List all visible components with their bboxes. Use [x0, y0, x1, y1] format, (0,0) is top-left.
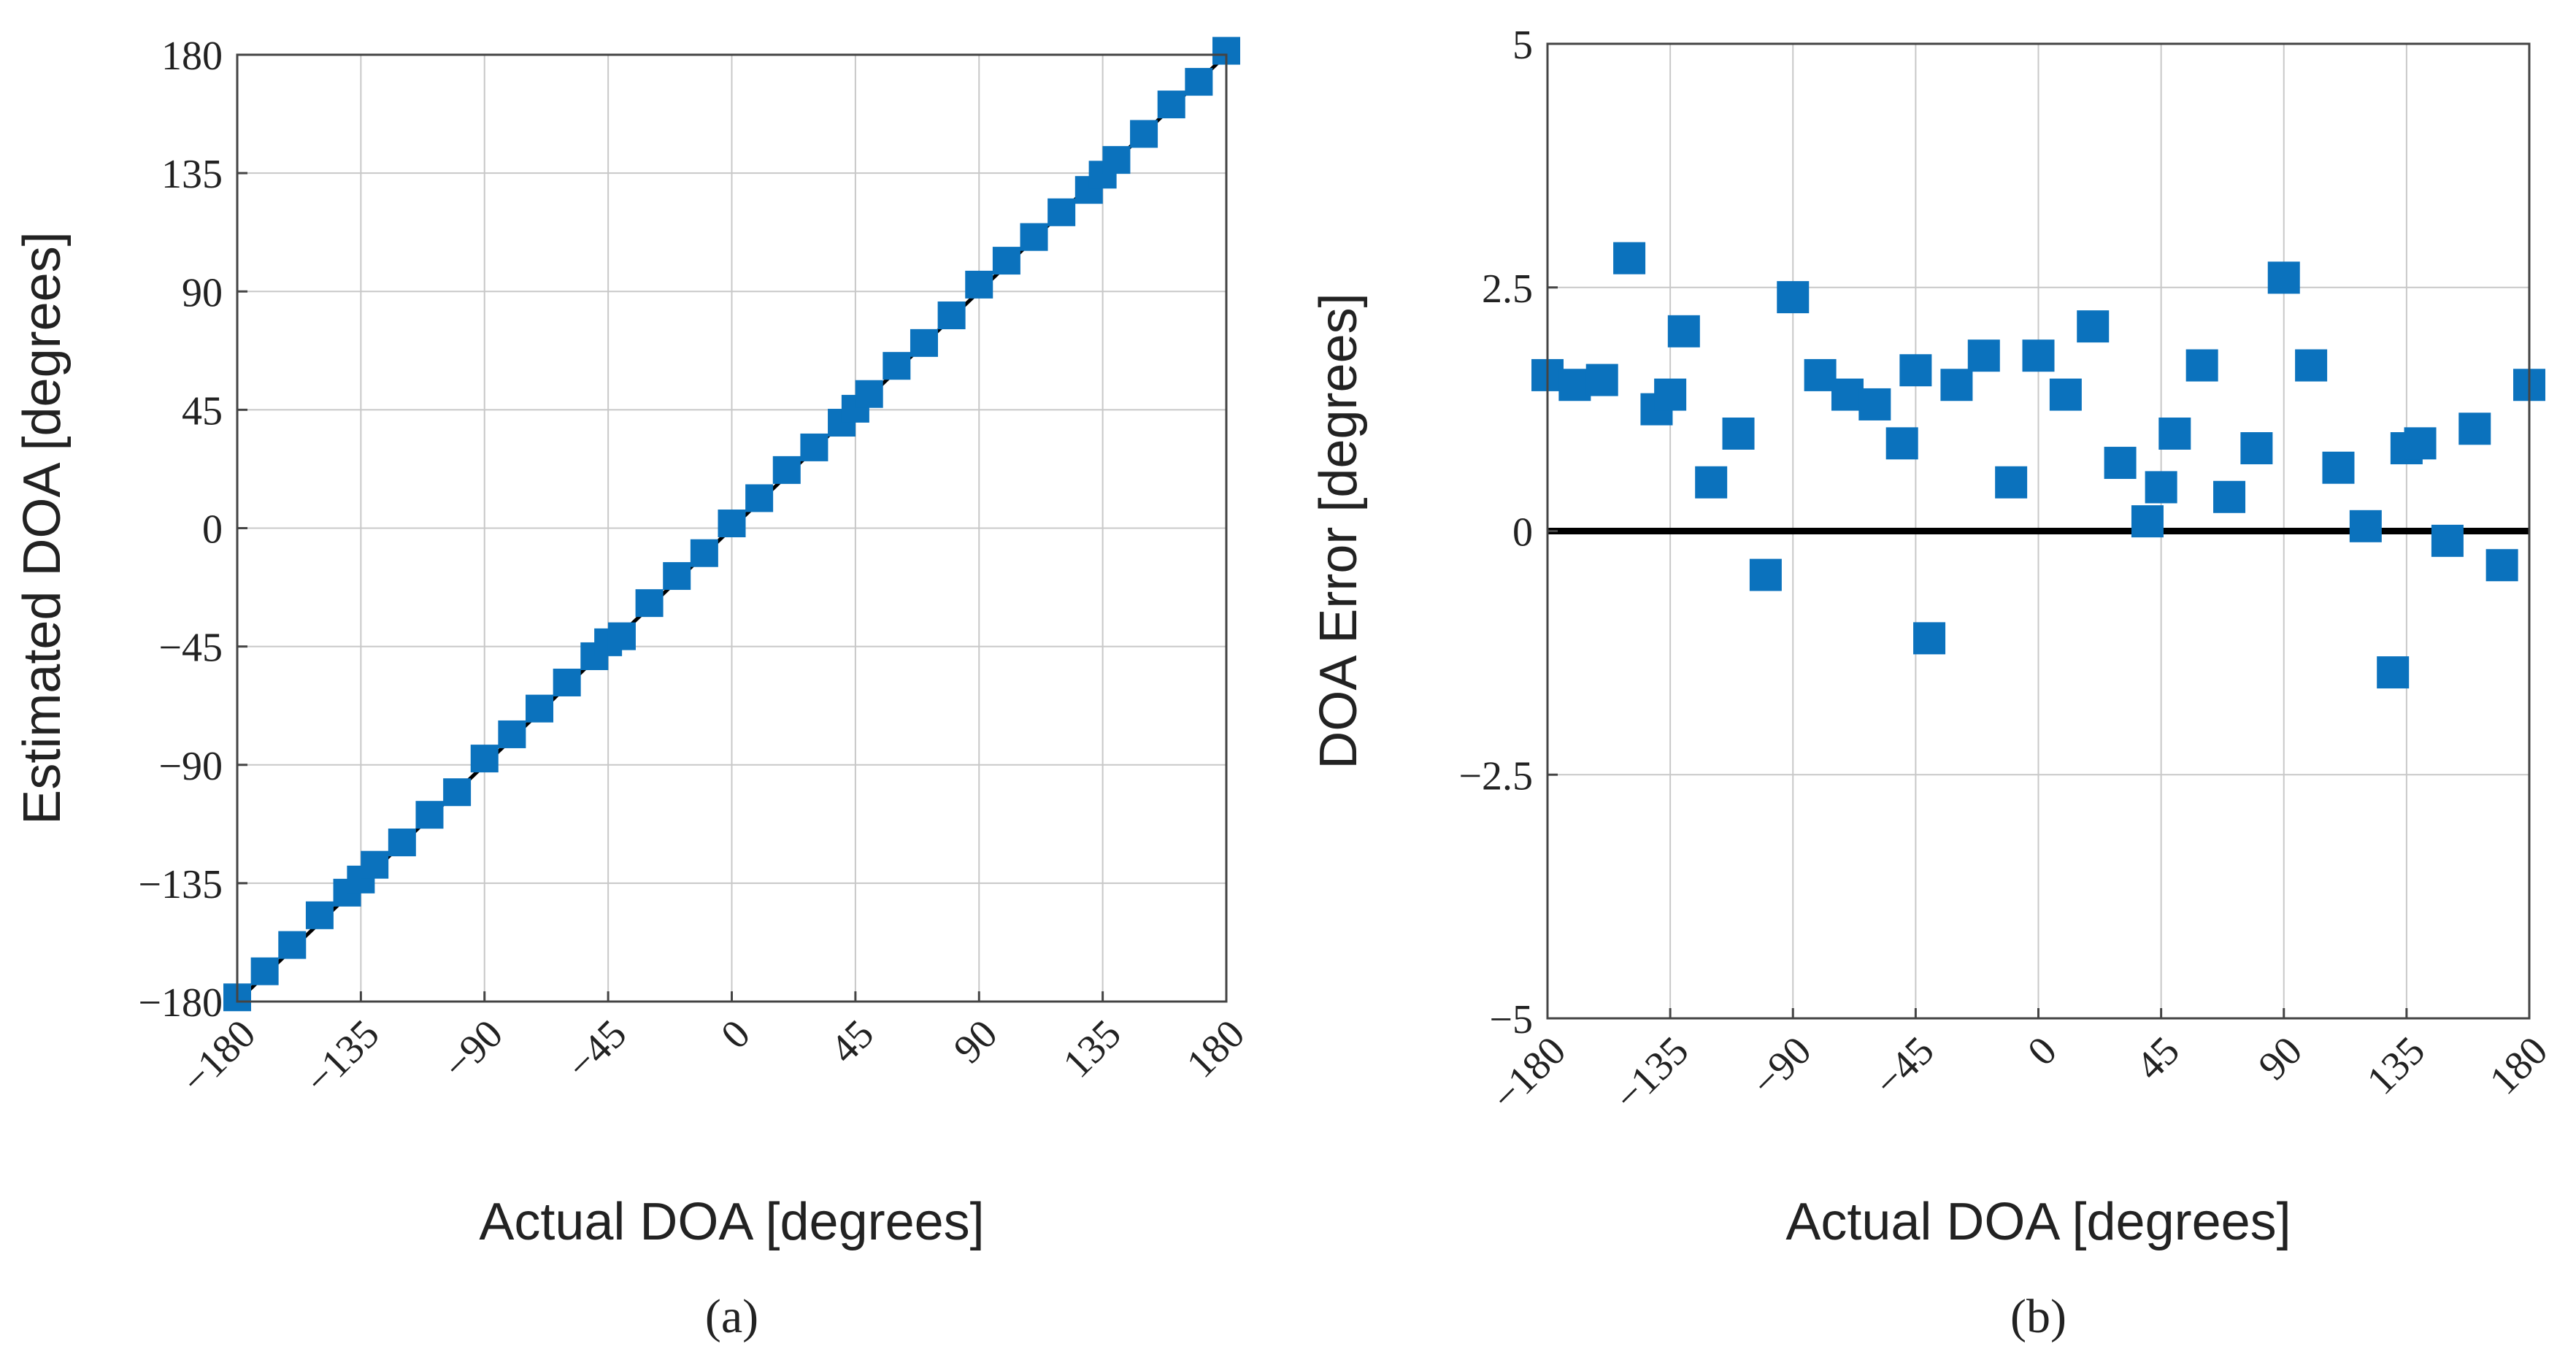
panel-a-data-point [772, 456, 801, 484]
panel-a-y-tick-label: 90 [182, 270, 223, 315]
panel-a-data-point [1130, 120, 1158, 148]
panel-a-data-point [526, 694, 554, 723]
panel-b-y-axis-label: DOA Error [degrees] [1310, 293, 1368, 769]
panel-a-x-axis-label: Actual DOA [degrees] [479, 1193, 984, 1251]
panel-b-x-axis-label: Actual DOA [degrees] [1785, 1193, 2291, 1251]
panel-b-data-point [1654, 378, 1687, 411]
panel-b-y-tick-label: 5 [1512, 23, 1533, 68]
panel-b-data-point [1613, 242, 1646, 274]
panel-b-data-point [1858, 388, 1891, 420]
panel-a-y-tick-label: 45 [182, 388, 223, 434]
panel-b-data-point [2077, 310, 2110, 343]
panel-b-data-point [1804, 358, 1837, 391]
panel-b-data-point [2213, 480, 2246, 513]
panel-a-data-point [415, 801, 444, 829]
panel-a-y-tick-label: −135 [138, 862, 223, 907]
panel-a-data-point [800, 433, 828, 461]
panel-b-data-point [1667, 315, 1700, 347]
panel-b-data-point [2295, 349, 2328, 382]
panel-b-data-point [1831, 378, 1864, 411]
panel-a-y-tick-label: −45 [158, 626, 223, 671]
panel-b-data-point [2104, 447, 2137, 480]
panel-a-y-tick-label: −90 [158, 744, 223, 789]
panel-b-data-point [1913, 622, 1946, 655]
panel-a-data-point [388, 829, 416, 857]
panel-b-y-tick-label: −5 [1489, 997, 1533, 1042]
panel-b-data-point [2049, 378, 2082, 411]
panel-a-data-point [443, 778, 472, 807]
panel-a-data-point [855, 380, 883, 408]
panel-a-data-point [305, 901, 334, 929]
panel-b-data-point [1722, 418, 1755, 450]
panel-b-data-point [1899, 354, 1932, 387]
panel-b-data-point [2185, 349, 2218, 382]
panel-b-data-point [1885, 427, 1918, 460]
panel-b-data-point [2322, 451, 2355, 484]
panel-b-data-point [2267, 261, 2300, 294]
panel-b-data-point [1777, 281, 1810, 314]
panel-a-panel-label: (a) [705, 1290, 758, 1343]
panel-a-data-point [1020, 223, 1048, 251]
panel-b-data-point [1995, 466, 2028, 499]
panel-a-data-point [718, 510, 746, 538]
panel-a-y-axis-label: Estimated DOA [degrees] [13, 231, 72, 824]
panel-a-data-point [361, 850, 389, 879]
panel-a-data-point [1157, 91, 1185, 119]
panel-a-data-point [965, 270, 993, 299]
panel-a-data-point [690, 539, 718, 567]
panel-a-data-point [553, 668, 581, 696]
panel-b-data-point [2131, 505, 2164, 538]
panel-a-data-point [635, 589, 664, 618]
panel-b-data-point [2485, 549, 2518, 582]
panel-a-data-point [607, 622, 636, 650]
panel-b-data-point [1749, 558, 1782, 591]
panel-a-y-tick-label: 180 [161, 34, 223, 79]
panel-b-y-tick-label: 0 [1512, 510, 1533, 556]
panel-b-data-point [2377, 656, 2410, 689]
panel-b-data-point [2158, 418, 2191, 450]
panel-a-y-tick-label: −180 [138, 980, 223, 1026]
panel-b-data-point [2458, 412, 2491, 445]
panel-a-data-point [910, 328, 938, 357]
panel-a-data-point [470, 745, 499, 773]
panel-b-y-tick-label: 2.5 [1482, 266, 1533, 312]
panel-a-data-point [937, 301, 966, 330]
panel-a-data-point [1047, 198, 1076, 226]
panel-a-data-point [745, 484, 774, 512]
panel-b-data-point [2022, 339, 2055, 372]
panel-b-data-point [2349, 510, 2382, 542]
panel-a-data-point [992, 247, 1020, 275]
panel-b-data-point [1940, 369, 1973, 401]
panel-b-data-point [1585, 364, 1618, 396]
panel-a-data-point [1102, 146, 1131, 174]
panel-b-data-point [1967, 339, 2000, 372]
panel-a-y-tick-label: 135 [161, 152, 223, 197]
panel-a-y-tick-label: 0 [202, 507, 223, 553]
panel-a-data-point [278, 931, 307, 959]
panel-b-data-point [2240, 432, 2273, 465]
panel-a-data-point [883, 352, 911, 380]
panel-a-data-point [1185, 68, 1213, 96]
panel-b-data-point [2145, 471, 2177, 504]
panel-a-data-point [250, 957, 279, 985]
panel-a-data-point [663, 562, 691, 591]
panel-b-panel-label: (b) [2010, 1290, 2066, 1343]
panel-a-data-point [498, 720, 526, 748]
panel-b-data-point [2404, 427, 2437, 460]
panel-b-data-point [2431, 524, 2464, 557]
panel-b-y-tick-label: −2.5 [1458, 753, 1533, 799]
panel-b-data-point [1695, 466, 1728, 499]
panel-b-data-point [1558, 369, 1591, 401]
